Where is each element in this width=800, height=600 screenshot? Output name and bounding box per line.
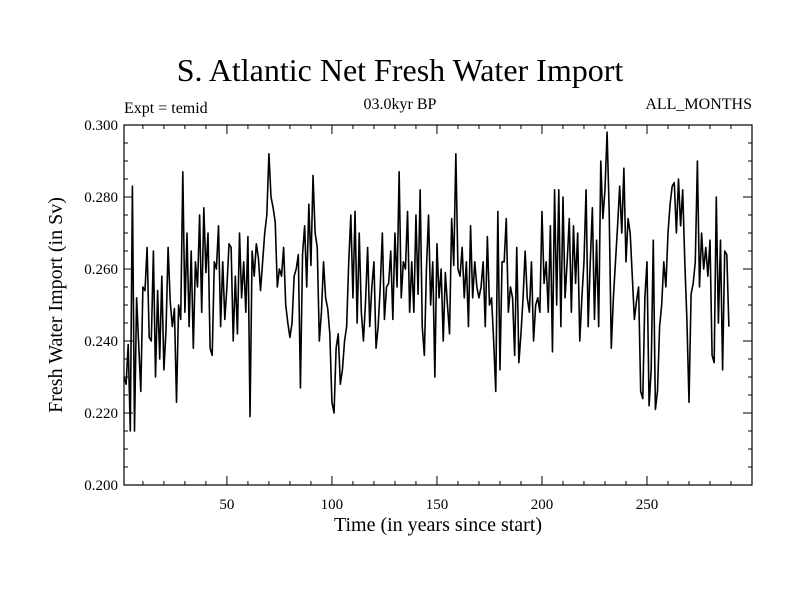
period-label: 03.0kyr BP	[363, 96, 437, 113]
y-axis-label: Fresh Water Import (in Sv)	[45, 197, 67, 413]
x-tick-label: 200	[531, 497, 554, 513]
x-tick-label: 100	[321, 497, 344, 513]
experiment-label: Expt = temid	[124, 100, 208, 117]
x-axis-label: Time (in years since start)	[334, 514, 542, 536]
plot-frame	[123, 124, 753, 486]
y-tick-label: 0.260	[84, 262, 118, 278]
x-tick-label: 150	[426, 497, 449, 513]
x-tick-label: 250	[636, 497, 659, 513]
chart-title: S. Atlantic Net Fresh Water Import	[176, 52, 624, 88]
months-label: ALL_MONTHS	[645, 96, 752, 113]
y-tick-label: 0.200	[84, 478, 118, 494]
fresh-water-series-line	[123, 131, 730, 432]
x-tick-label: 50	[219, 497, 234, 513]
y-tick-label: 0.280	[84, 190, 118, 206]
y-tick-label: 0.220	[84, 406, 118, 422]
y-tick-label: 0.240	[84, 334, 118, 350]
y-tick-label: 0.300	[84, 118, 118, 134]
